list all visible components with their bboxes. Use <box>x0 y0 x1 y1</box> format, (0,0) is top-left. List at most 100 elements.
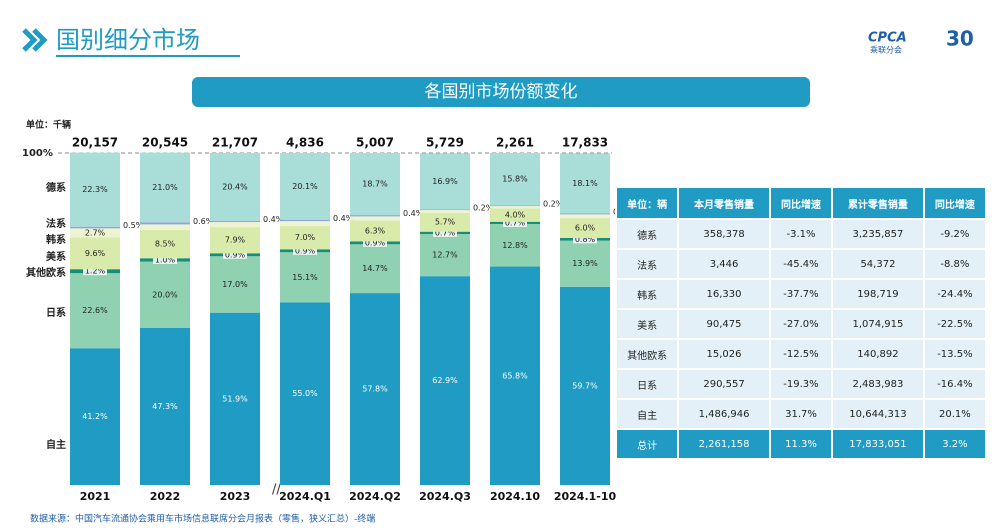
value-label: 15.1% <box>292 273 318 282</box>
bar-segment <box>420 209 470 211</box>
x-tick-label: 2021 <box>80 490 111 503</box>
table-cell: -22.5% <box>922 308 988 340</box>
bar-segment <box>560 213 610 215</box>
bar-segment <box>350 216 400 221</box>
table-cell: 16,330 <box>677 278 771 310</box>
series-label: 其他欧系 <box>26 266 66 279</box>
table-cell: -27.0% <box>768 308 834 340</box>
value-label: 12.8% <box>502 241 528 250</box>
table-cell: 同比增速 <box>922 186 988 220</box>
bar-segment <box>560 153 610 214</box>
total-label: 4,836 <box>286 136 324 150</box>
table-cell: 单位：辆 <box>614 186 680 220</box>
bar-segment <box>420 276 470 485</box>
table-row: 美系 90,475 -27.0% 1,074,915 -22.5% <box>614 308 988 340</box>
table-cell: 20.1% <box>922 398 988 430</box>
value-label: 18.1% <box>572 179 598 188</box>
table-cell: 54,372 <box>831 248 925 280</box>
value-label: 1.0% <box>155 255 176 264</box>
x-tick-label: 2024.Q1 <box>279 490 331 503</box>
table-cell: -13.5% <box>922 338 988 370</box>
value-label: 13.9% <box>572 259 598 268</box>
table-cell: 总计 <box>614 428 680 460</box>
table-cell: -3.1% <box>768 218 834 250</box>
series-label: 德系 <box>45 181 66 194</box>
total-label: 20,157 <box>72 136 118 150</box>
bar-segment <box>280 221 330 227</box>
bar-segment <box>70 237 120 270</box>
bar-segment <box>280 219 330 222</box>
bar-segment <box>560 218 610 238</box>
bar-segment <box>420 234 470 277</box>
banner <box>192 77 810 107</box>
value-label: 0.7% <box>435 228 456 237</box>
value-label: 0.4% <box>263 215 284 224</box>
label-box <box>223 250 247 259</box>
value-label: 22.6% <box>82 306 108 315</box>
table-row: 韩系 16,330 -37.7% 198,719 -24.4% <box>614 278 988 310</box>
table-cell: 11.3% <box>768 428 834 460</box>
label-box <box>153 255 177 264</box>
bar-segment <box>210 256 260 313</box>
bar-segment <box>70 228 120 238</box>
table-cell: -12.5% <box>768 338 834 370</box>
table-cell: 31.7% <box>768 398 834 430</box>
value-label: 0.9% <box>365 238 386 247</box>
bar-segment <box>280 252 330 303</box>
table-cell: 90,475 <box>677 308 771 340</box>
bar-segment <box>210 222 260 228</box>
y-tick-label: 100% <box>22 148 53 159</box>
bar-segment <box>490 266 540 485</box>
table-cell: -45.4% <box>768 248 834 280</box>
bar-segment <box>210 220 260 223</box>
bar-segment <box>560 286 610 485</box>
value-label: 8.5% <box>155 240 176 249</box>
x-tick-label: 2024.Q3 <box>419 490 471 503</box>
bar-segment <box>140 152 190 223</box>
value-label: 21.0% <box>152 183 178 192</box>
bar-segment <box>210 312 260 485</box>
anniversary: 30 <box>946 27 974 51</box>
table-cell: -8.8% <box>922 248 988 280</box>
bar-segment <box>490 208 540 222</box>
value-label: 4.0% <box>505 211 526 220</box>
value-label: 9.6% <box>85 249 106 258</box>
table-cell: 1,074,915 <box>831 308 925 340</box>
bar-segment <box>140 224 190 231</box>
table-cell: 17,833,051 <box>831 428 925 460</box>
bar-segment <box>420 212 470 232</box>
total-label: 20,545 <box>142 136 188 150</box>
value-label: 0.4% <box>333 214 354 223</box>
value-label: 0.2% <box>543 199 564 208</box>
value-label: 6.0% <box>575 224 596 233</box>
bar-segment <box>70 152 120 227</box>
bar-segment <box>210 227 260 254</box>
label-box <box>293 246 317 255</box>
table-cell: -19.3% <box>768 368 834 400</box>
chevron-icon <box>22 28 48 52</box>
value-label: 0.9% <box>225 250 246 259</box>
logo-sub: 乘联分会 <box>870 45 902 55</box>
table-cell: -24.4% <box>922 278 988 310</box>
value-label: 16.9% <box>432 177 458 186</box>
bar-segment <box>350 153 400 216</box>
bar-segment <box>560 240 610 287</box>
banner-title: 各国别市场份额变化 <box>425 82 578 102</box>
value-label: 0.9% <box>295 246 316 255</box>
total-label: 17,833 <box>562 136 608 150</box>
table-cell: 3.2% <box>922 428 988 460</box>
bar-segment <box>350 293 400 485</box>
bar-segment <box>350 215 400 217</box>
table-row: 单位：辆 本月零售销量 同比增速 累计零售销量 同比增速 <box>614 186 988 220</box>
bar-segment <box>70 348 120 485</box>
bar-segment <box>140 327 190 485</box>
table-cell: -37.7% <box>768 278 834 310</box>
table-cell: 3,446 <box>677 248 771 280</box>
value-label: 41.2% <box>82 412 108 421</box>
label-box <box>433 228 457 237</box>
series-label: 自主 <box>46 438 66 451</box>
value-label: 15.8% <box>502 175 528 184</box>
bar-segment <box>280 302 330 485</box>
